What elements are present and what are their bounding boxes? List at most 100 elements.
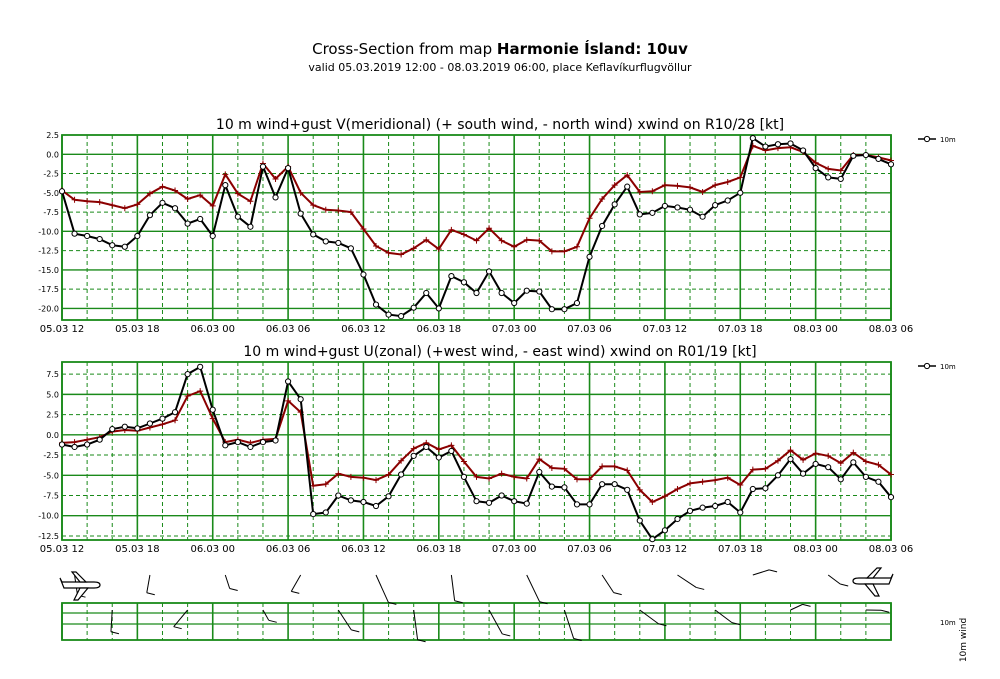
gust-point [159, 183, 166, 190]
wind-point [184, 371, 191, 378]
gust-point [724, 179, 731, 186]
wind-point [234, 213, 241, 220]
wind-point [58, 441, 66, 448]
wind-barb-flag [731, 622, 741, 626]
gust-point [511, 243, 518, 250]
x-tick-label: 07.03 06 [567, 324, 612, 335]
wind-barb-flag [291, 590, 300, 594]
wind-point [347, 245, 354, 252]
gust-point [837, 460, 844, 467]
wind-point [171, 205, 179, 212]
x-tick-label: 07.03 00 [492, 324, 537, 335]
x-tick-label: 06.03 18 [417, 324, 462, 335]
gust-point [888, 471, 894, 478]
gust-point [536, 237, 543, 244]
wind-point [674, 515, 681, 523]
wind-barb-flag [388, 601, 397, 605]
wind-point [561, 306, 568, 313]
wind-point [460, 473, 468, 480]
wind-series-line [61, 365, 892, 541]
gust-point [322, 481, 329, 488]
wind-point [599, 222, 606, 230]
gust-point [84, 198, 91, 205]
wind-point [573, 299, 581, 307]
x-tick-label: 07.03 12 [643, 324, 688, 335]
wind-point [724, 498, 731, 506]
wind-point [360, 271, 367, 278]
wind-point [837, 175, 844, 183]
wind-point [398, 313, 405, 320]
gust-series-line [61, 389, 892, 504]
gust-point [473, 237, 480, 244]
gust-point [749, 466, 756, 473]
wind-barb [790, 603, 803, 611]
gust-point [486, 225, 493, 232]
wind-point [586, 253, 593, 260]
wind-point [837, 476, 844, 483]
gust-point [272, 175, 279, 182]
gust-point [184, 195, 191, 202]
wind-point [875, 155, 882, 162]
gust-point [360, 474, 367, 481]
legend-label: 10m [940, 363, 956, 371]
chart-subtitle: valid 05.03.2019 12:00 - 08.03.2019 06:0… [308, 61, 692, 74]
wind-point [887, 494, 895, 501]
y-tick-label: -2.5 [43, 451, 59, 460]
wind-barb-flag [658, 623, 667, 627]
wind-point [887, 161, 895, 168]
x-tick-label: 07.03 18 [718, 324, 763, 335]
gust-point [687, 480, 694, 487]
wind-point [96, 436, 103, 443]
wind-barb [413, 609, 419, 640]
wind-barb [290, 574, 302, 592]
gust-point [636, 189, 643, 196]
airplane-body [852, 573, 894, 585]
gust-point [862, 458, 869, 465]
y-tick-label: -7.5 [43, 492, 59, 501]
legend-label: 10m [940, 136, 956, 144]
gust-point [297, 189, 304, 196]
wind-point [825, 174, 832, 181]
wind-point [686, 206, 694, 213]
wind-barb-flag [417, 639, 426, 643]
wind-point [234, 439, 241, 446]
airplane-wing [70, 571, 90, 601]
wind-point [473, 289, 480, 297]
wind-barb-flag [146, 592, 155, 596]
wind-barb [337, 609, 352, 631]
wind-barb [450, 574, 456, 601]
x-tick-label: 06.03 00 [190, 544, 235, 555]
wind-barb-flag [454, 600, 463, 604]
gust-point [661, 182, 668, 189]
u-panel-title: 10 m wind+gust U(zonal) (+west wind, - e… [243, 344, 756, 360]
gust-point [134, 201, 141, 208]
v-meridional-panel: 10 m wind+gust V(meridional) (+ south wi… [38, 117, 956, 335]
gust-point [347, 473, 354, 480]
x-tick-label: 06.03 06 [266, 324, 311, 335]
gust-point [511, 473, 518, 480]
gust-point [435, 246, 442, 253]
gust-point [724, 474, 731, 481]
barb-axis-label: 10m wind [959, 618, 969, 662]
x-tick-label: 07.03 12 [643, 544, 688, 555]
wind-point [171, 409, 179, 416]
x-tick-label: 05.03 18 [115, 324, 160, 335]
airplane-body [59, 577, 101, 589]
wind-point [247, 223, 254, 230]
wind-point [774, 141, 782, 148]
wind-point [862, 151, 869, 159]
gust-point [573, 476, 580, 483]
gust-point [234, 190, 241, 197]
gust-point [373, 243, 380, 249]
y-tick-label: -5.0 [43, 471, 59, 480]
x-tick-label: 05.03 12 [40, 324, 85, 335]
wind-point [398, 471, 405, 478]
gust-point [473, 473, 480, 480]
airplane-icon [59, 571, 101, 601]
wind-point [511, 498, 518, 505]
gust-point [624, 467, 631, 474]
gust-point [687, 184, 694, 191]
wind-point [850, 152, 857, 159]
wind-point [561, 484, 568, 491]
gust-point [561, 465, 568, 472]
